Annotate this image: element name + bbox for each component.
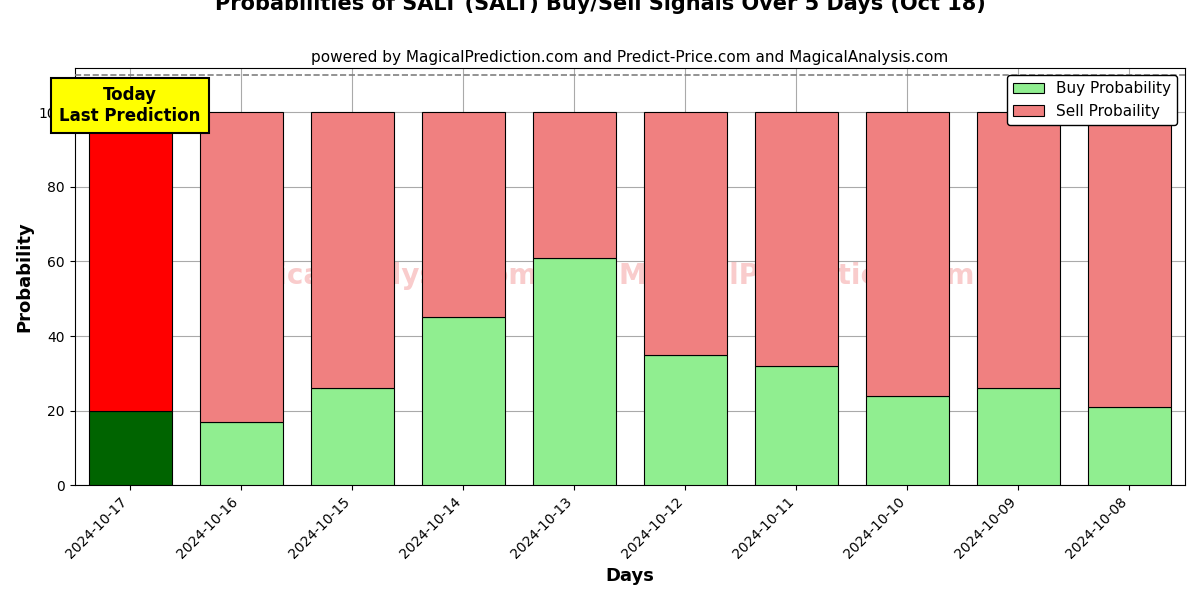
Text: Probabilities of SALT (SALT) Buy/Sell Signals Over 5 Days (Oct 18): Probabilities of SALT (SALT) Buy/Sell Si…	[215, 0, 985, 14]
Bar	[89, 112, 172, 410]
Text: Today
Last Prediction: Today Last Prediction	[60, 86, 200, 125]
Bar	[643, 112, 727, 355]
Bar	[311, 112, 394, 388]
Bar	[421, 112, 505, 317]
Bar	[977, 388, 1060, 485]
Text: MagicalPrediction.com: MagicalPrediction.com	[618, 262, 974, 290]
Text: MagicalAnalysis.com: MagicalAnalysis.com	[211, 262, 538, 290]
Legend: Buy Probability, Sell Probaility: Buy Probability, Sell Probaility	[1007, 75, 1177, 125]
Bar	[643, 355, 727, 485]
Bar	[755, 366, 838, 485]
Title: powered by MagicalPrediction.com and Predict-Price.com and MagicalAnalysis.com: powered by MagicalPrediction.com and Pre…	[311, 50, 948, 65]
Bar	[865, 112, 949, 395]
Bar	[199, 112, 283, 422]
Bar	[865, 395, 949, 485]
Bar	[533, 112, 616, 258]
Bar	[1088, 407, 1171, 485]
Bar	[533, 258, 616, 485]
Bar	[311, 388, 394, 485]
Y-axis label: Probability: Probability	[16, 221, 34, 332]
Bar	[89, 410, 172, 485]
Bar	[199, 422, 283, 485]
X-axis label: Days: Days	[605, 567, 654, 585]
Bar	[977, 112, 1060, 388]
Bar	[1088, 112, 1171, 407]
Bar	[755, 112, 838, 366]
Bar	[421, 317, 505, 485]
